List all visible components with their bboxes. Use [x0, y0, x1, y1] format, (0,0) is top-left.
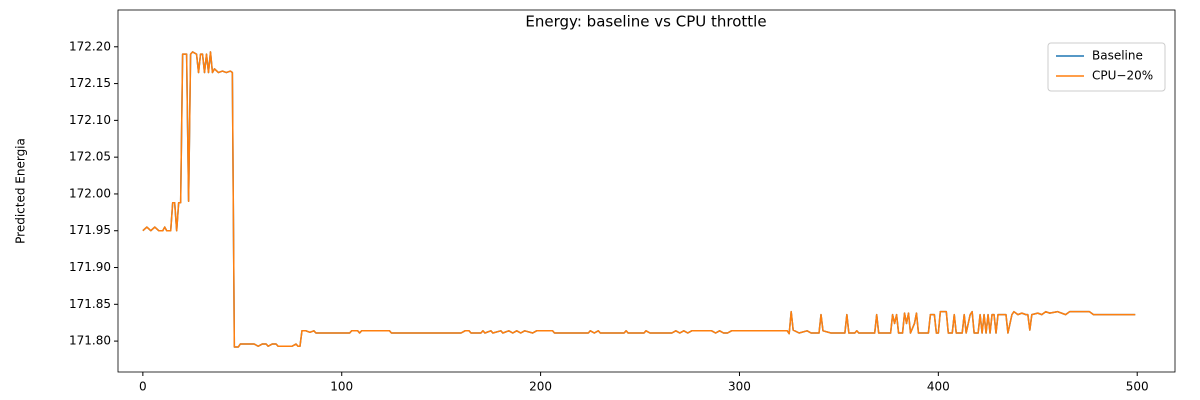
y-tick-label: 171.90 [69, 260, 111, 274]
x-tick-label: 500 [1126, 380, 1149, 394]
x-tick-label: 400 [927, 380, 950, 394]
x-tick-label: 100 [330, 380, 353, 394]
legend-label: CPU−20% [1092, 69, 1153, 83]
chart-title: Energy: baseline vs CPU throttle [525, 13, 766, 31]
y-axis-label: Predicted Energia [14, 138, 28, 244]
plot-frame [117, 9, 1176, 373]
y-tick-label: 171.85 [69, 297, 111, 311]
legend-label: Baseline [1092, 49, 1143, 63]
y-tick-label: 172.10 [69, 113, 111, 127]
x-tick-label: 0 [139, 380, 147, 394]
x-tick-label: 200 [529, 380, 552, 394]
y-tick-label: 172.20 [69, 39, 111, 53]
y-tick-label: 172.05 [69, 150, 111, 164]
series-line [142, 51, 1136, 348]
y-tick-label: 171.80 [69, 334, 111, 348]
legend-box [1047, 42, 1166, 92]
y-tick-label: 172.15 [69, 76, 111, 90]
x-tick-label: 300 [728, 380, 751, 394]
series-line [142, 51, 1136, 348]
y-tick-label: 172.00 [69, 186, 111, 200]
y-tick-label: 171.95 [69, 223, 111, 237]
